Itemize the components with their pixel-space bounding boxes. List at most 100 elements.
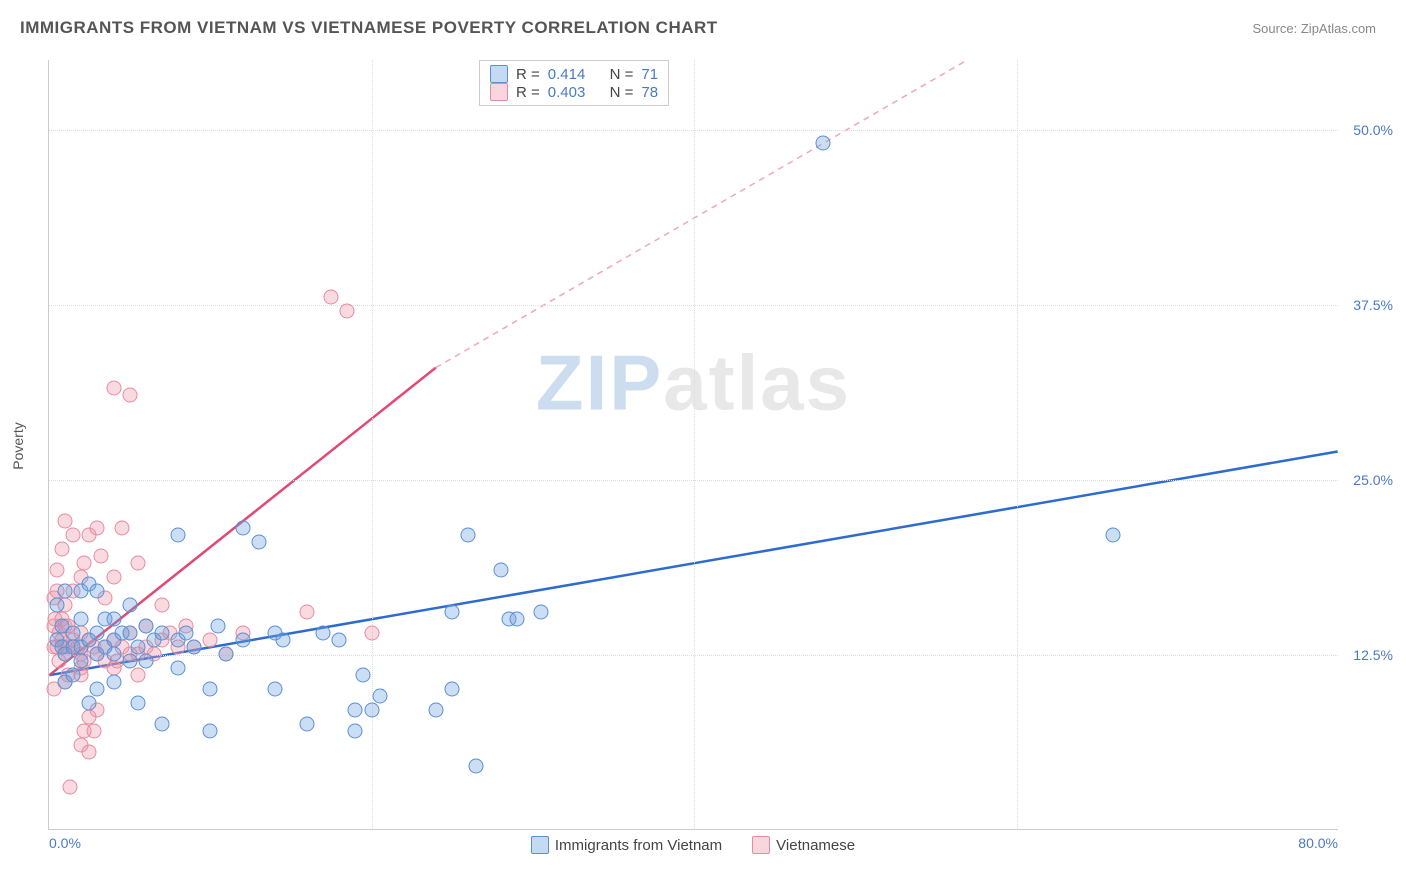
data-point <box>93 549 108 564</box>
data-point <box>50 598 65 613</box>
ytick-label: 50.0% <box>1343 122 1393 138</box>
data-point <box>171 661 186 676</box>
data-point <box>364 703 379 718</box>
data-point <box>122 654 137 669</box>
data-point <box>356 668 371 683</box>
ytick-label: 12.5% <box>1343 647 1393 663</box>
data-point <box>87 724 102 739</box>
data-point <box>187 640 202 655</box>
legend-item: Immigrants from Vietnam <box>531 836 722 854</box>
data-point <box>106 381 121 396</box>
stats-legend: R = 0.414 N = 71 R = 0.403 N = 78 <box>479 60 669 106</box>
r-value: 0.403 <box>548 84 586 101</box>
data-point <box>82 745 97 760</box>
ytick-label: 25.0% <box>1343 472 1393 488</box>
data-point <box>332 633 347 648</box>
n-value: 78 <box>641 84 658 101</box>
r-label: R = <box>516 84 540 101</box>
data-point <box>275 633 290 648</box>
r-value: 0.414 <box>548 66 586 83</box>
data-point <box>74 654 89 669</box>
swatch-pink-icon <box>490 83 508 101</box>
swatch-pink-icon <box>752 836 770 854</box>
data-point <box>300 605 315 620</box>
data-point <box>90 584 105 599</box>
gridline-v <box>1017 60 1018 829</box>
data-point <box>348 703 363 718</box>
data-point <box>251 535 266 550</box>
data-point <box>106 675 121 690</box>
data-point <box>122 388 137 403</box>
data-point <box>154 717 169 732</box>
data-point <box>82 696 97 711</box>
swatch-blue-icon <box>490 65 508 83</box>
data-point <box>122 598 137 613</box>
legend-item: Vietnamese <box>752 836 855 854</box>
swatch-blue-icon <box>531 836 549 854</box>
plot-wrap: ZIPatlas R = 0.414 N = 71 R = 0.403 N = … <box>48 60 1338 830</box>
data-point <box>106 570 121 585</box>
data-point <box>171 528 186 543</box>
data-point <box>138 654 153 669</box>
legend-label: Immigrants from Vietnam <box>555 837 722 854</box>
data-point <box>154 626 169 641</box>
data-point <box>203 724 218 739</box>
data-point <box>50 563 65 578</box>
data-point <box>62 780 77 795</box>
data-point <box>203 682 218 697</box>
data-point <box>58 584 73 599</box>
data-point <box>348 724 363 739</box>
title-row: IMMIGRANTS FROM VIETNAM VS VIETNAMESE PO… <box>20 18 1376 38</box>
data-point <box>219 647 234 662</box>
data-point <box>154 598 169 613</box>
data-point <box>816 136 831 151</box>
data-point <box>130 556 145 571</box>
data-point <box>445 682 460 697</box>
chart-title: IMMIGRANTS FROM VIETNAM VS VIETNAMESE PO… <box>20 18 718 38</box>
data-point <box>316 626 331 641</box>
n-label: N = <box>610 66 634 83</box>
data-point <box>130 696 145 711</box>
data-point <box>122 626 137 641</box>
data-point <box>90 521 105 536</box>
data-point <box>90 626 105 641</box>
data-point <box>461 528 476 543</box>
r-label: R = <box>516 66 540 83</box>
data-point <box>509 612 524 627</box>
watermark-atlas: atlas <box>663 338 851 426</box>
data-point <box>66 528 81 543</box>
data-point <box>372 689 387 704</box>
data-point <box>445 605 460 620</box>
n-label: N = <box>610 84 634 101</box>
data-point <box>130 668 145 683</box>
data-point <box>324 290 339 305</box>
data-point <box>66 626 81 641</box>
data-point <box>235 521 250 536</box>
data-point <box>130 640 145 655</box>
data-point <box>77 556 92 571</box>
y-axis-label: Poverty <box>10 422 26 469</box>
data-point <box>533 605 548 620</box>
watermark-zip: ZIP <box>536 338 663 426</box>
data-point <box>90 682 105 697</box>
data-point <box>493 563 508 578</box>
data-point <box>469 759 484 774</box>
bottom-legend: Immigrants from Vietnam Vietnamese <box>48 836 1338 854</box>
data-point <box>138 619 153 634</box>
source-label: Source: ZipAtlas.com <box>1252 21 1376 36</box>
data-point <box>74 612 89 627</box>
gridline-v <box>694 60 695 829</box>
data-point <box>114 521 129 536</box>
stats-row: R = 0.414 N = 71 <box>490 65 658 83</box>
data-point <box>179 626 194 641</box>
data-point <box>364 626 379 641</box>
data-point <box>106 647 121 662</box>
data-point <box>54 542 69 557</box>
data-point <box>267 682 282 697</box>
plot-area: ZIPatlas R = 0.414 N = 71 R = 0.403 N = … <box>48 60 1338 830</box>
data-point <box>58 514 73 529</box>
data-point <box>1106 528 1121 543</box>
data-point <box>211 619 226 634</box>
n-value: 71 <box>641 66 658 83</box>
legend-label: Vietnamese <box>776 837 855 854</box>
